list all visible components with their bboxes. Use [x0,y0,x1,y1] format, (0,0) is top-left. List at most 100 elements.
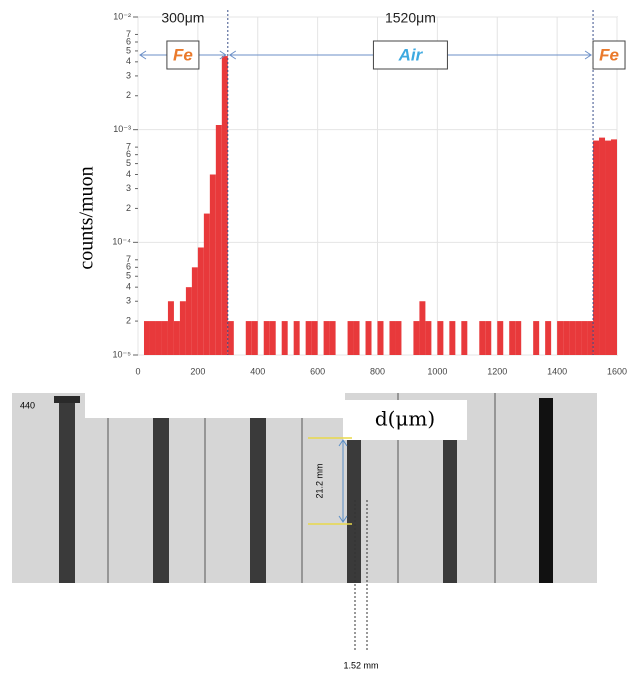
bar [533,321,540,355]
bar [599,137,606,355]
x-tick-label: 1400 [547,366,567,376]
region-label: Fe [599,45,619,64]
y-tick-label: 5 [126,45,131,55]
y-axis-label: counts/muon [76,166,98,269]
x-tick-label: 600 [310,366,325,376]
bar [311,321,318,355]
x-tick-label: 0 [135,366,140,376]
x-tick-label: 200 [190,366,205,376]
bar [377,321,384,355]
y-tick-label: 6 [126,36,131,46]
y-tick-label: 2 [126,315,131,325]
y-tick-label: 7 [126,29,131,39]
region-label: Air [398,45,424,64]
x-tick-label: 800 [370,366,385,376]
dimension-label: 1520μm [385,10,436,26]
bar [605,140,612,355]
bar [389,321,396,355]
bar [545,321,552,355]
bar [461,321,468,355]
region-box [592,40,626,70]
bar [281,321,288,355]
region-label: Fe [173,45,193,64]
y-tick-label: 5 [126,271,131,281]
bar [587,321,594,355]
y-tick-label: 10⁻⁴ [112,237,131,247]
bar [581,321,588,355]
bar [497,321,504,355]
x-tick-label: 1200 [487,366,507,376]
bar [149,321,156,355]
bar [305,321,312,355]
region-box [372,40,448,70]
y-tick-label: 3 [126,70,131,80]
bar [563,321,570,355]
bar [557,321,564,355]
x-axis-label: d(μm) [375,407,435,431]
y-tick-label: 4 [126,282,131,292]
region-box [166,40,200,70]
y-tick-label: 10⁻² [113,11,131,21]
bar [329,321,336,355]
bar [269,321,276,355]
bar [479,321,486,355]
bar [485,321,492,355]
bar [449,321,456,355]
bar [509,321,516,355]
bar [413,321,420,355]
bar [419,301,426,355]
x-tick-label: 1600 [607,366,627,376]
bar [173,321,180,355]
y-tick-label: 4 [126,56,131,66]
y-tick-label: 4 [126,169,131,179]
photo: 440 21.2 mm 1.52 mm [12,393,597,670]
bar [425,321,432,355]
bar [203,213,210,355]
bar [197,247,204,355]
bar [353,321,360,355]
bar [227,321,234,355]
bar [209,174,216,355]
y-tick-label: 7 [126,254,131,264]
bar [179,301,186,355]
bar [251,321,258,355]
y-tick-label: 3 [126,183,131,193]
bar [185,287,192,355]
bar [293,321,300,355]
bar [395,321,402,355]
bar [593,140,600,355]
bar [155,321,162,355]
height-label: 21.2 mm [314,463,324,498]
bar [167,301,174,355]
bar [323,321,330,355]
arrow-head [139,50,227,60]
bar [215,125,222,356]
y-tick-label: 7 [126,141,131,151]
arrow-head [228,50,592,60]
y-tick-label: 3 [126,296,131,306]
dimension-label: 300μm [161,10,204,26]
bar [143,321,150,355]
y-tick-label: 10⁻⁵ [113,349,132,359]
x-tick-label: 400 [250,366,265,376]
bar [575,321,582,355]
y-tick-label: 5 [126,158,131,168]
bar [161,321,168,355]
y-tick-label: 10⁻³ [113,124,131,134]
frame-label: 440 [20,400,35,410]
y-tick-label: 2 [126,203,131,213]
bar [611,139,617,355]
bar [515,321,522,355]
bar [263,321,270,355]
width-label: 1.52 mm [343,660,378,670]
bar [437,321,444,355]
bar [347,321,354,355]
y-tick-label: 2 [126,90,131,100]
x-tick-label: 1000 [427,366,447,376]
bar [569,321,576,355]
bar [245,321,252,355]
bar [191,267,198,355]
y-tick-label: 6 [126,149,131,159]
y-tick-label: 6 [126,262,131,272]
